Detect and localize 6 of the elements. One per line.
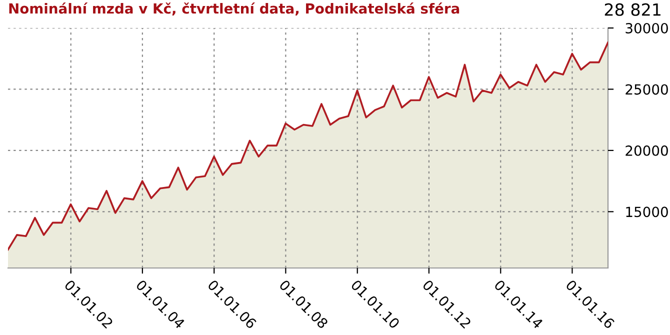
text: 28 821 (604, 3, 660, 16)
chart-title: Nominální mzda v Kč, čtvrtletní data, Podnikatelská sféra (9, 2, 460, 16)
y-tick-label: 30000 (626, 22, 668, 34)
y-tick-label: 20000 (626, 145, 668, 156)
y-tick-label: 15000 (626, 206, 668, 218)
y-tick-label: 25000 (626, 84, 668, 95)
